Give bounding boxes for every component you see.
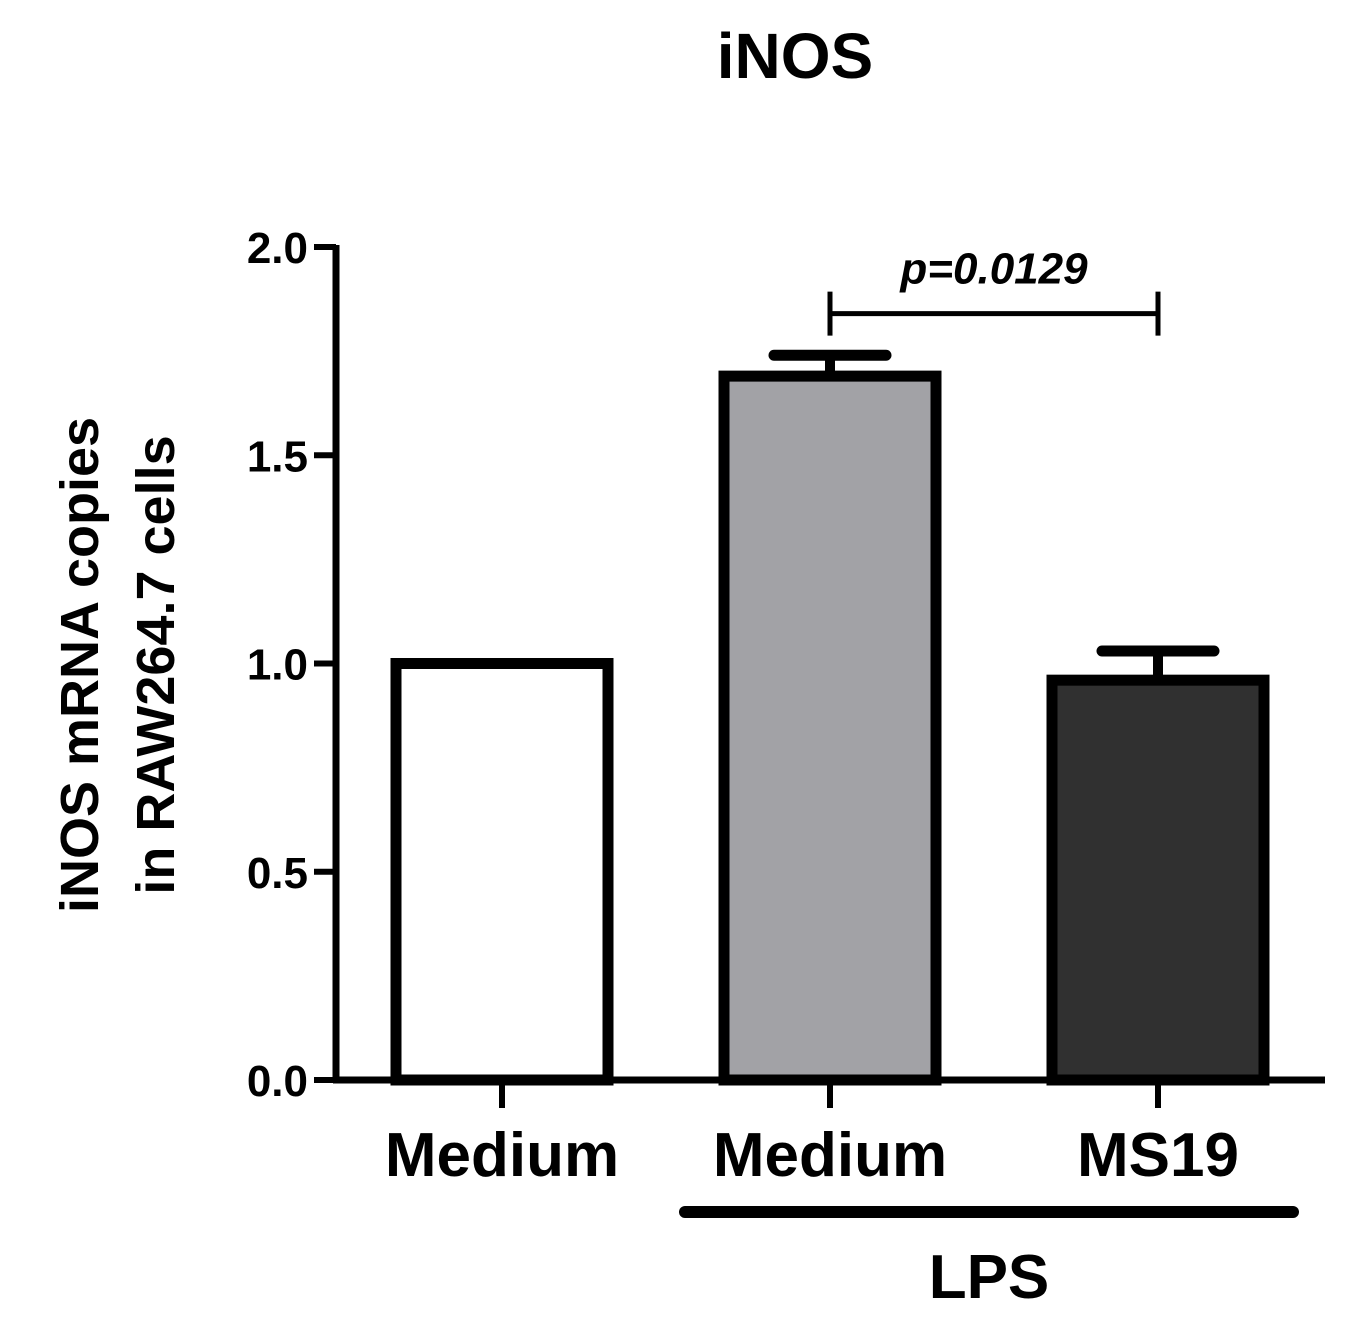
x-tick-label: Medium [385, 1121, 619, 1190]
y-axis-label-line-1: iNOS mRNA copies [50, 417, 110, 913]
x-tick-label: MS19 [1077, 1121, 1239, 1190]
y-axis-label: iNOS mRNA copies in RAW264.7 cells [50, 417, 186, 913]
bars [390, 349, 1270, 1086]
p-value-label: p=0.0129 [899, 245, 1088, 294]
axes: 0.0 0.5 1.0 1.5 2.0 Medium Medium MS19 [247, 224, 1325, 1190]
bar [718, 370, 942, 1086]
x-tick-label: Medium [713, 1121, 947, 1190]
y-tick-label: 1.0 [247, 641, 308, 690]
annotations: LPS p=0.0129 [679, 245, 1299, 1312]
y-tick-label: 2.0 [247, 224, 308, 273]
y-tick-label: 0.0 [247, 1057, 308, 1106]
chart-title: iNOS [717, 20, 873, 92]
y-tick-label: 0.5 [247, 849, 308, 898]
bar [390, 658, 614, 1086]
y-axis-label-line-2: in RAW264.7 cells [126, 435, 186, 894]
group-label: LPS [929, 1243, 1050, 1312]
y-tick-label: 1.5 [247, 432, 308, 481]
bar [1046, 674, 1270, 1086]
